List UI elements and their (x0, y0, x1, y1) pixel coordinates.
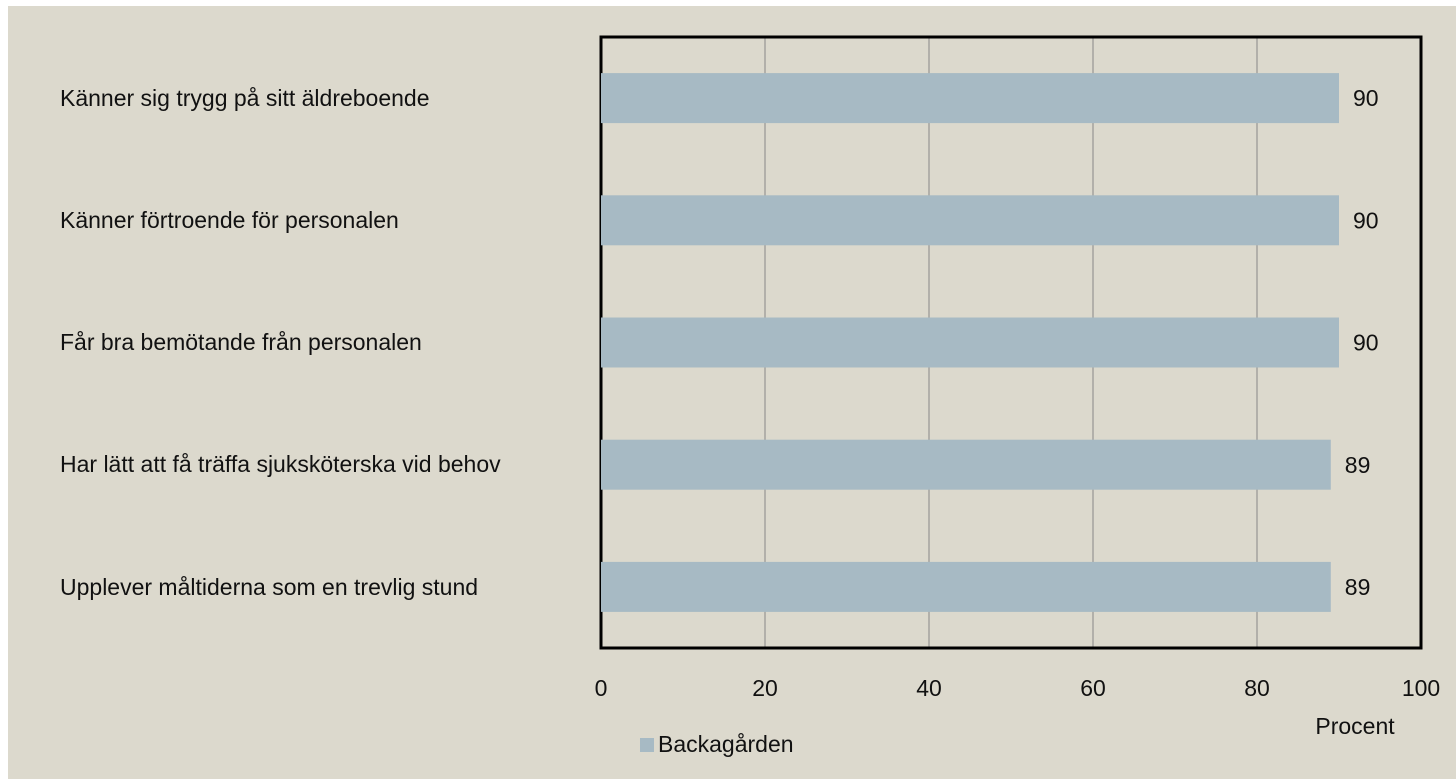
x-axis-label: Procent (1315, 713, 1395, 739)
category-label: Har lätt att få träffa sjuksköterska vid… (60, 451, 501, 478)
legend-swatch (640, 738, 654, 752)
bar (601, 561, 1331, 612)
bar (601, 317, 1339, 368)
bar (601, 195, 1339, 246)
x-tick-label: 80 (1244, 675, 1270, 701)
bar (601, 439, 1331, 490)
data-label: 89 (1345, 452, 1371, 478)
x-tick-label: 60 (1080, 675, 1106, 701)
data-label: 90 (1353, 85, 1379, 111)
category-label: Känner förtroende för personalen (60, 206, 399, 233)
category-label: Upplever måltiderna som en trevlig stund (60, 573, 479, 600)
category-label: Får bra bemötande från personalen (60, 329, 422, 356)
x-tick-label: 100 (1402, 675, 1440, 701)
x-tick-label: 20 (752, 675, 778, 701)
background (8, 6, 1456, 779)
category-label: Känner sig trygg på sitt äldreboende (60, 84, 430, 111)
data-label: 89 (1345, 574, 1371, 600)
legend-label: Backagården (658, 731, 794, 757)
x-tick-label: 0 (595, 675, 608, 701)
x-tick-label: 40 (916, 675, 942, 701)
data-label: 90 (1353, 330, 1379, 356)
bar (601, 73, 1339, 124)
data-label: 90 (1353, 207, 1379, 233)
